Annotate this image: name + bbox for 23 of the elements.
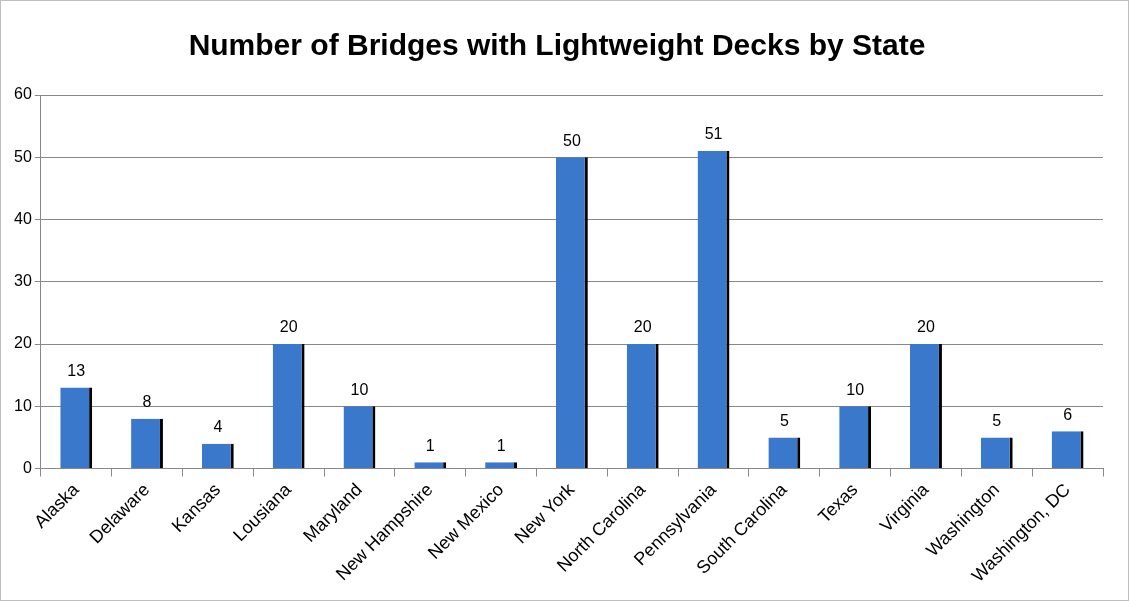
y-tick-label: 50	[14, 147, 32, 165]
data-label: 1	[425, 436, 435, 454]
data-label: 20	[279, 318, 298, 336]
data-label: 6	[1063, 405, 1073, 423]
y-tick-label: 0	[22, 458, 32, 476]
data-label: 8	[142, 393, 152, 411]
y-tick-label: 60	[14, 85, 32, 103]
data-label: 10	[350, 380, 369, 398]
y-tick-label: 10	[14, 396, 32, 414]
data-label: 1	[496, 436, 506, 454]
data-label: 20	[633, 318, 652, 336]
y-tick-label: 20	[14, 334, 32, 352]
y-tick-label: 40	[14, 209, 32, 227]
chart-title: Number of Bridges with Lightweight Decks by State	[188, 28, 926, 62]
data-label: 4	[213, 418, 223, 436]
data-label: 20	[917, 318, 935, 336]
data-label: 5	[779, 411, 789, 429]
data-label: 10	[846, 380, 865, 398]
data-label: 5	[992, 411, 1002, 429]
y-tick-label: 30	[14, 272, 32, 290]
data-label: 13	[67, 362, 86, 379]
data-label: 51	[704, 125, 723, 143]
data-label: 50	[563, 131, 581, 149]
